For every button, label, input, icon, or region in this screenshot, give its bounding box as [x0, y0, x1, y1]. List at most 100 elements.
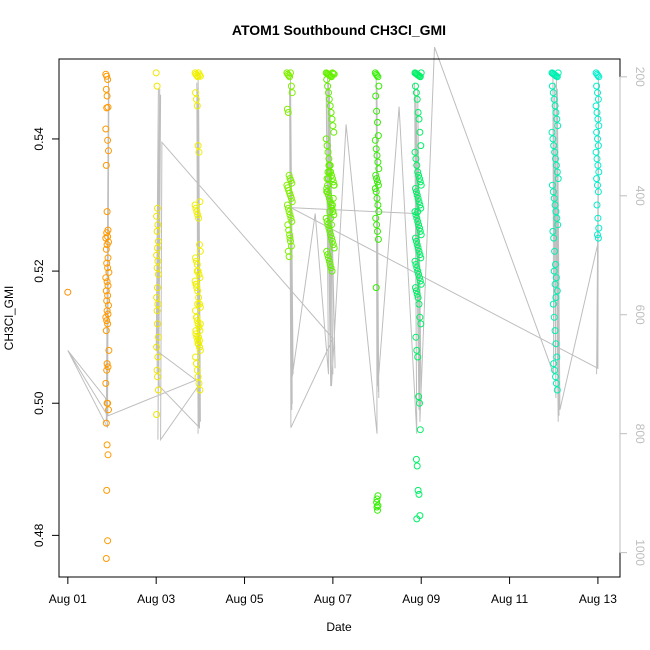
data-point — [328, 115, 336, 123]
data-point — [373, 72, 381, 79]
data-point — [413, 346, 421, 354]
data-point — [415, 115, 423, 123]
data-point — [554, 221, 562, 229]
data-point — [412, 234, 419, 242]
data-point — [415, 300, 423, 308]
data-point — [374, 506, 381, 514]
data-point — [325, 175, 332, 183]
data-point — [153, 411, 161, 418]
data-point — [103, 259, 111, 267]
data-point — [325, 168, 333, 176]
data-point — [412, 188, 420, 196]
data-point — [196, 386, 204, 394]
data-point — [196, 346, 204, 354]
data-point — [554, 122, 562, 130]
data-point — [191, 201, 199, 209]
data-point — [192, 280, 200, 288]
data-point — [324, 221, 332, 229]
data-point — [103, 208, 111, 216]
data-point — [412, 237, 420, 245]
data-point — [595, 122, 603, 130]
data-point — [371, 136, 379, 144]
data-point — [415, 221, 423, 229]
data-point — [326, 102, 334, 110]
data-point — [417, 254, 425, 262]
data-point — [196, 343, 203, 351]
y2-axis: 200 400 600 800 1000 — [619, 67, 647, 566]
data-point — [287, 242, 295, 250]
data-point — [192, 360, 200, 368]
data-point — [103, 307, 111, 315]
data-point — [594, 95, 602, 103]
series-group — [322, 69, 338, 275]
series-group — [191, 69, 204, 394]
data-point — [326, 208, 334, 216]
data-point — [414, 267, 422, 275]
data-point — [330, 70, 338, 78]
data-point — [196, 247, 204, 255]
data-point — [153, 264, 161, 272]
data-point — [548, 181, 556, 189]
data-point — [593, 201, 601, 209]
data-point — [324, 251, 332, 259]
data-point — [552, 109, 560, 116]
data-point — [375, 208, 383, 216]
data-point — [372, 171, 380, 179]
data-point — [416, 128, 424, 136]
data-point — [551, 327, 559, 335]
data-point — [196, 274, 204, 282]
data-point — [103, 297, 111, 305]
data-point — [286, 211, 294, 219]
data-point — [154, 373, 161, 381]
data-point — [549, 135, 557, 143]
data-point — [154, 333, 162, 341]
series-group — [411, 69, 425, 523]
data-point — [416, 399, 423, 407]
data-point — [194, 373, 202, 381]
y-tick-label: 0.48 — [32, 523, 46, 547]
data-point — [412, 155, 420, 163]
data-point — [154, 270, 162, 278]
data-points-layer — [64, 69, 603, 562]
data-point — [553, 214, 561, 222]
data-point — [64, 288, 72, 296]
data-point — [411, 208, 419, 216]
data-point — [326, 227, 334, 235]
data-point — [417, 320, 425, 328]
y-tick-label: 0.52 — [32, 259, 46, 283]
data-point — [412, 89, 420, 97]
data-point — [325, 194, 333, 202]
data-point — [415, 198, 423, 206]
data-point — [595, 224, 603, 232]
data-point — [372, 145, 380, 153]
data-point — [374, 201, 382, 209]
data-point — [287, 82, 295, 90]
data-point — [548, 128, 556, 136]
data-point — [552, 340, 560, 348]
data-point — [287, 194, 295, 202]
data-point — [153, 294, 161, 301]
data-point — [373, 107, 381, 115]
data-point — [105, 268, 113, 276]
data-point — [372, 92, 380, 100]
data-point — [194, 287, 202, 295]
x-axis-label: Date — [326, 620, 352, 634]
data-point — [328, 175, 336, 183]
data-point — [413, 290, 421, 298]
data-point — [103, 72, 111, 80]
data-point — [374, 73, 382, 81]
data-point — [374, 492, 382, 500]
data-point — [327, 231, 335, 239]
series-group — [283, 69, 296, 261]
x-tick-label: Aug 07 — [314, 592, 352, 606]
data-point — [284, 204, 292, 212]
data-point — [413, 161, 421, 169]
data-point — [194, 142, 202, 150]
data-point — [552, 274, 560, 282]
data-point — [324, 148, 332, 156]
data-point — [594, 115, 602, 123]
data-point — [373, 194, 381, 202]
data-point — [287, 237, 294, 245]
data-point — [412, 261, 420, 268]
data-point — [105, 406, 112, 414]
